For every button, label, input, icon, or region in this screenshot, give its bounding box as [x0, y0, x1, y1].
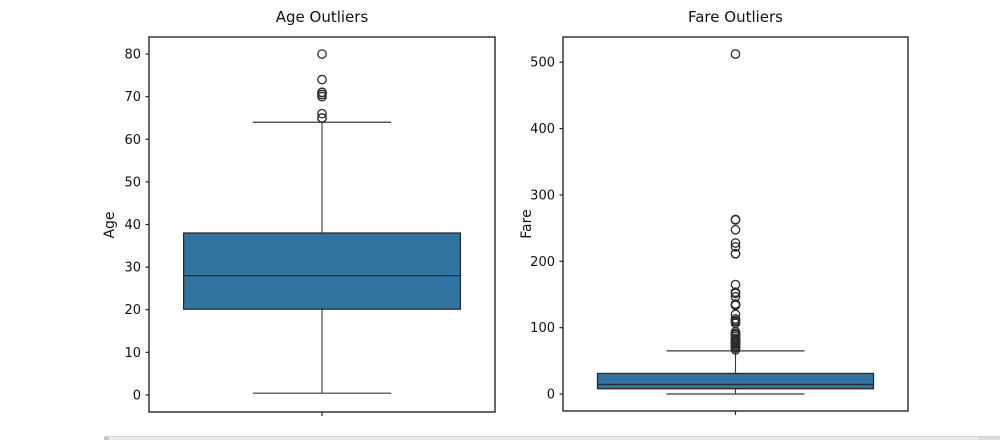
- outlier-point: [730, 344, 741, 355]
- iqr-box: [596, 372, 875, 390]
- y-tick-label: 0: [133, 388, 141, 403]
- y-tick-label: 0: [547, 388, 555, 403]
- iqr-box: [182, 232, 462, 310]
- outlier-point: [730, 49, 741, 59]
- outlier-point: [730, 241, 741, 252]
- y-tick-label: 10: [124, 346, 141, 361]
- y-tick-label: 20: [124, 303, 141, 318]
- y-tick-label: 30: [124, 261, 141, 276]
- fare-plot-title: Fare Outliers: [687, 8, 784, 26]
- age-boxplot: 0 10 20 30 40 50 60 70 80: [124, 36, 496, 416]
- y-tick-label: 50: [124, 175, 141, 190]
- y-tick-label: 40: [124, 218, 141, 233]
- y-tick-label: 200: [530, 255, 555, 270]
- outlier-point: [730, 215, 741, 225]
- outlier-point: [317, 74, 327, 85]
- horizontal-scrollbar[interactable]: [104, 436, 1000, 440]
- outlier-point: [730, 224, 741, 235]
- outlier-point: [730, 288, 741, 299]
- y-tick-label: 300: [530, 188, 555, 203]
- outlier-point: [317, 113, 327, 123]
- outlier-point: [730, 238, 741, 248]
- scrollbar-right-nub[interactable]: [978, 437, 1000, 440]
- outlier-point: [317, 49, 327, 59]
- y-tick-label: 400: [530, 122, 555, 137]
- outlier-point: [317, 108, 327, 119]
- y-tick-label: 70: [124, 90, 141, 105]
- outlier-point: [730, 248, 741, 259]
- y-tick-label: 80: [124, 48, 141, 63]
- y-tick-label: 60: [124, 133, 141, 148]
- scrollbar-left-nub[interactable]: [104, 437, 109, 440]
- outlier-point: [317, 87, 327, 98]
- age-plot-title: Age Outliers: [275, 8, 369, 26]
- y-tick-label: 100: [530, 321, 555, 336]
- y-tick-label: 500: [530, 56, 555, 71]
- fare-boxplot: 0 100 200 300 400 500: [530, 36, 909, 415]
- outlier-point: [730, 300, 741, 311]
